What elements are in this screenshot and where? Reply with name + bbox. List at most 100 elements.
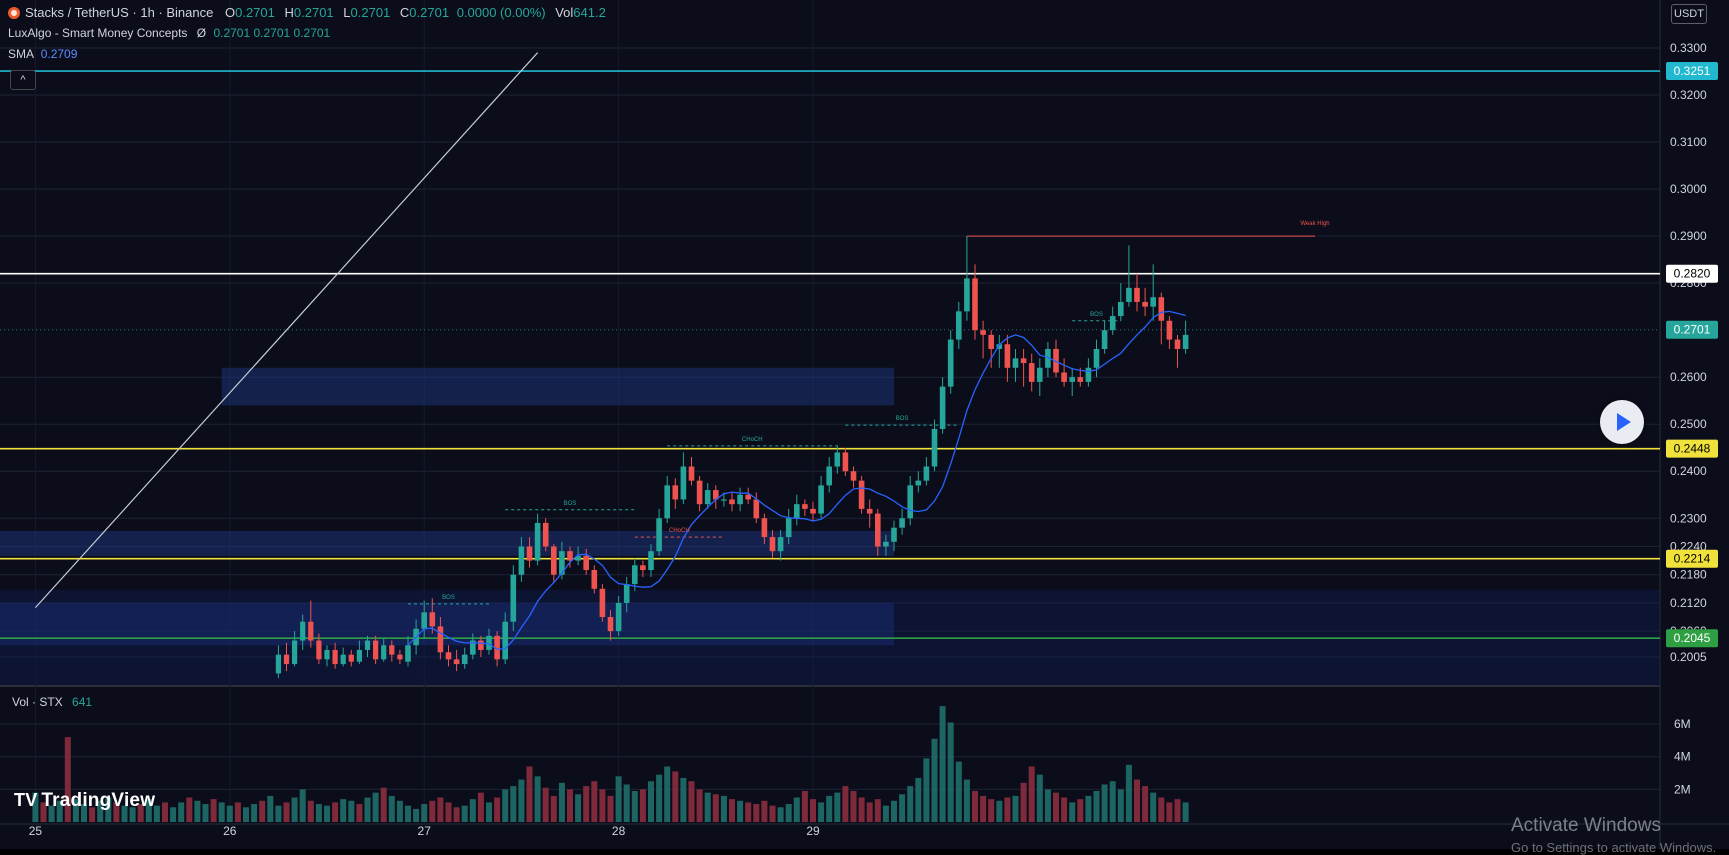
volume-bar xyxy=(332,802,339,822)
candle-body xyxy=(980,330,986,335)
volume-bar xyxy=(48,805,55,822)
trendline-path[interactable] xyxy=(34,52,539,609)
volume-bar xyxy=(745,802,752,822)
candle-body xyxy=(769,537,776,552)
pane-divider[interactable] xyxy=(0,685,1660,687)
candle-body xyxy=(486,635,492,650)
high-value: 0.2701 xyxy=(293,5,334,20)
candle-body xyxy=(713,490,719,500)
time-tick-label: 26 xyxy=(223,824,237,838)
volume-bar xyxy=(1093,791,1100,822)
candle-body xyxy=(381,645,387,660)
candle-body xyxy=(899,518,905,528)
volume-bar xyxy=(1061,797,1068,822)
candle-body xyxy=(1101,330,1108,349)
tradingview-logo[interactable]: TV TradingView xyxy=(14,790,155,812)
trendline[interactable] xyxy=(34,52,539,609)
candle-body xyxy=(292,640,298,665)
price-badge[interactable] xyxy=(1666,629,1718,648)
price-badge[interactable] xyxy=(1666,264,1718,283)
volume-bar xyxy=(1044,789,1051,822)
volume-bar xyxy=(1125,764,1132,822)
volume-bar xyxy=(477,792,484,822)
candle-body xyxy=(340,654,346,665)
price-badge[interactable] xyxy=(1666,439,1718,458)
volume-bar xyxy=(672,771,679,822)
candle-body xyxy=(834,452,841,467)
candle-body xyxy=(332,649,338,665)
candle-body xyxy=(421,612,427,629)
volume-bar xyxy=(510,786,517,822)
volume-bar xyxy=(1142,786,1149,822)
volume-bar xyxy=(891,800,897,822)
volume-bar xyxy=(1028,766,1035,822)
horizontal-levels xyxy=(0,70,1660,639)
tradingview-name: TradingView xyxy=(41,790,156,811)
volume-bar xyxy=(737,800,744,822)
volume-bars xyxy=(32,706,1189,822)
volume-bar xyxy=(680,777,687,822)
price-badge[interactable] xyxy=(1666,549,1718,568)
volume-bar xyxy=(396,800,403,822)
volume-bar xyxy=(639,789,646,822)
volume-bar xyxy=(939,706,946,822)
volume-bar xyxy=(283,802,290,822)
candle-body xyxy=(907,485,913,519)
candle-body xyxy=(445,652,452,660)
volume-bar xyxy=(550,795,557,822)
candle-body xyxy=(842,452,849,472)
candle-body xyxy=(648,551,654,570)
candle-body xyxy=(810,508,816,514)
price-tick-label: 0.3000 xyxy=(1670,182,1707,196)
candle-body xyxy=(494,635,500,660)
candle-body xyxy=(632,565,638,585)
volume-bar xyxy=(996,800,1003,822)
volume-bar xyxy=(113,802,120,822)
structure-label: CHoCH xyxy=(742,437,763,443)
price-axis-panel xyxy=(1660,0,1729,849)
collapse-indicators-button[interactable]: ^ xyxy=(10,70,36,90)
candle-body xyxy=(364,640,371,650)
play-button[interactable] xyxy=(1600,400,1644,444)
axes: 0.33000.32000.31000.30000.29000.28000.26… xyxy=(29,41,1718,838)
volume-bar xyxy=(810,799,816,822)
volume-bar xyxy=(648,781,654,822)
candle-body xyxy=(283,654,290,665)
volume-header[interactable]: Vol · STX 641 xyxy=(12,695,92,709)
demand-zone xyxy=(221,367,894,406)
price-tick-label: 0.2400 xyxy=(1670,464,1707,478)
candle-body xyxy=(1174,339,1181,349)
open-label: O xyxy=(224,5,236,20)
price-tick-label: 0.2600 xyxy=(1670,370,1707,384)
volume-bar xyxy=(729,799,735,822)
candle-body xyxy=(1118,301,1124,317)
candle-body xyxy=(753,499,760,519)
candle-body xyxy=(1037,367,1043,382)
currency-button[interactable]: USDT xyxy=(1671,4,1707,24)
sma-value: 0.2709 xyxy=(40,47,78,61)
price-badge[interactable] xyxy=(1666,320,1718,339)
candle-body xyxy=(866,508,873,514)
candle-body xyxy=(721,499,727,501)
candle-body xyxy=(397,654,403,660)
volume-bar xyxy=(275,805,282,822)
candle-body xyxy=(599,588,606,618)
volume-bar xyxy=(866,802,873,822)
candle-body xyxy=(1093,348,1100,368)
price-badge[interactable] xyxy=(1666,62,1718,81)
volume-bar xyxy=(145,799,152,822)
volume-bar xyxy=(469,799,476,822)
market-structure xyxy=(408,235,1315,605)
volume-bar xyxy=(769,805,776,822)
volume-bar xyxy=(186,797,193,822)
candle-body xyxy=(696,480,703,505)
candle-body xyxy=(510,574,517,622)
candle-body xyxy=(964,278,970,312)
sma-indicator[interactable]: SMA 0.2709 xyxy=(8,47,77,61)
candle-body xyxy=(672,485,679,500)
symbol-title[interactable]: Stacks / TetherUS · 1h · Binance xyxy=(25,5,214,20)
luxalgo-indicator[interactable]: LuxAlgo - Smart Money Concepts Ø 0.2701 … xyxy=(8,26,330,40)
volume-bar xyxy=(356,804,363,822)
volume-bar xyxy=(461,805,468,822)
